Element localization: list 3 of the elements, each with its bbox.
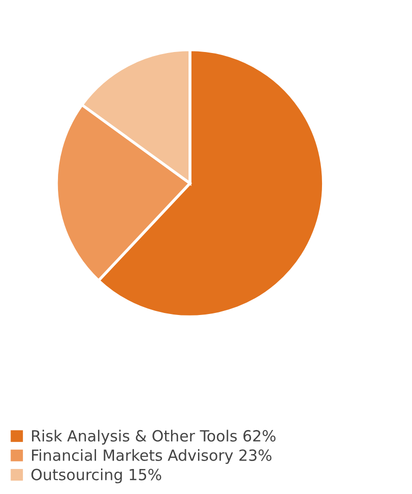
legend-label: Financial Markets Advisory 23% [32,449,272,464]
legend-label: Risk Analysis & Other Tools 62% [32,430,276,445]
legend-label: Outsourcing 15% [31,468,162,484]
